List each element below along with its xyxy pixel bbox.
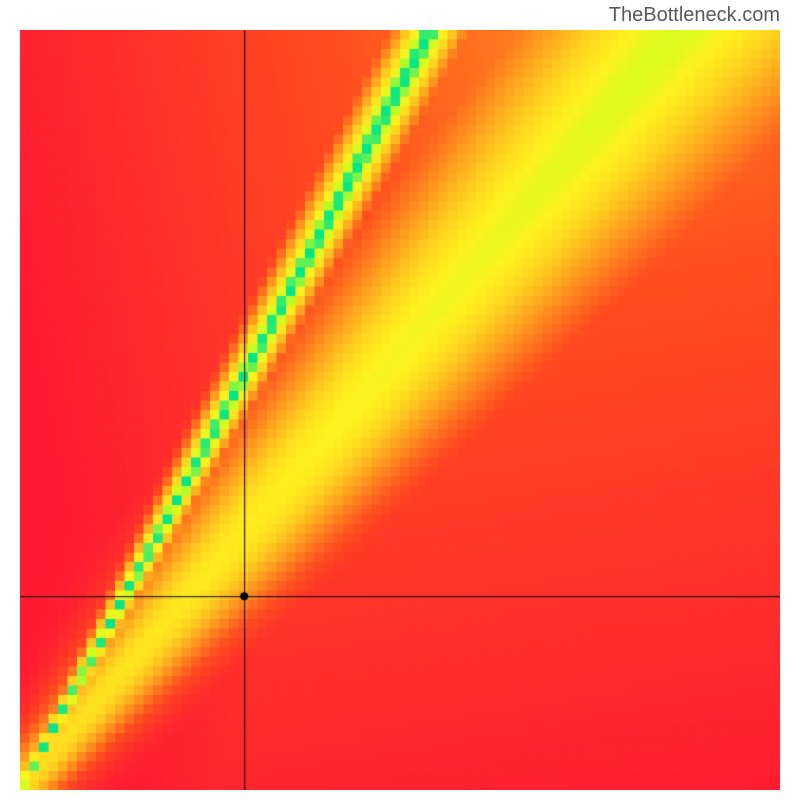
heatmap-canvas bbox=[20, 30, 780, 790]
site-attribution: TheBottleneck.com bbox=[609, 0, 780, 30]
root-container: TheBottleneck.com bbox=[0, 0, 800, 800]
heatmap-plot bbox=[20, 30, 780, 790]
